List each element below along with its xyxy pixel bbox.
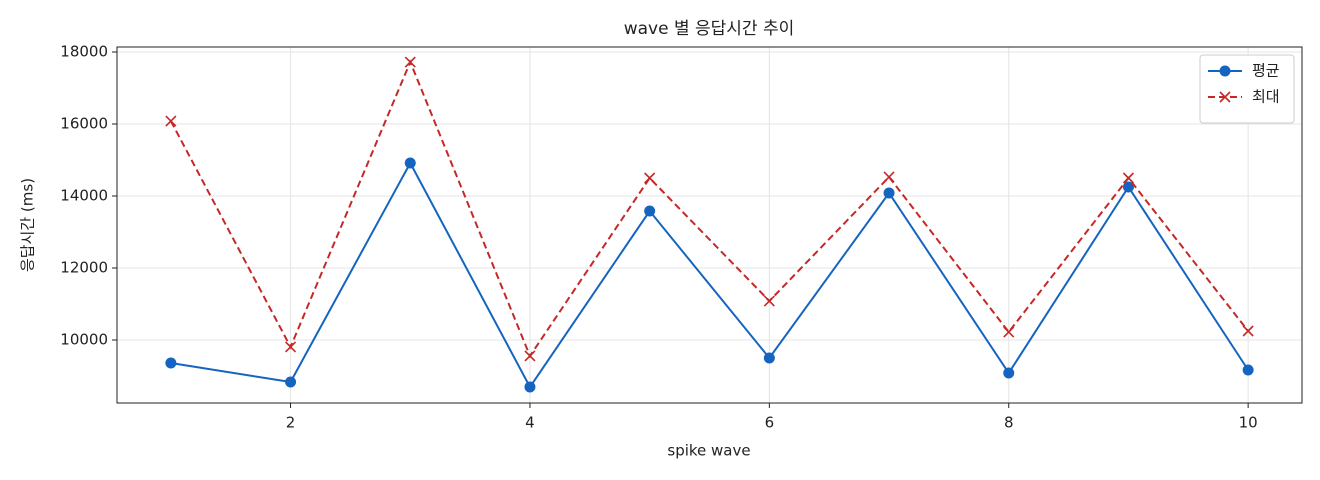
marker: [644, 172, 656, 184]
marker: [284, 341, 297, 353]
series-line: [169, 59, 1249, 359]
x-tick-label: 6: [765, 414, 775, 432]
y-tick-label: 18000: [60, 43, 108, 61]
x-tick-label: 2: [286, 414, 296, 432]
marker: [883, 187, 895, 199]
x-tick-label: 4: [525, 414, 535, 432]
legend-label: 최대: [1252, 88, 1280, 106]
y-tick-label: 10000: [60, 331, 108, 349]
marker: [1122, 181, 1134, 193]
marker: [404, 56, 416, 68]
marker: [763, 295, 775, 307]
legend-marker: [1219, 65, 1231, 77]
y-tick-label: 14000: [60, 187, 108, 205]
y-tick-label: 12000: [60, 259, 108, 277]
marker: [524, 381, 536, 393]
x-axis-label: spike wave: [667, 442, 750, 460]
marker: [1122, 172, 1135, 184]
marker: [1003, 326, 1015, 338]
marker: [1003, 367, 1015, 379]
marker: [1242, 364, 1254, 376]
marker: [883, 171, 895, 183]
legend-marker: [1219, 91, 1231, 103]
y-axis-label: 응답시간 (ms): [19, 178, 37, 272]
marker: [1242, 325, 1254, 337]
marker: [524, 350, 536, 362]
marker: [763, 352, 775, 364]
series-line: [170, 160, 1249, 389]
y-tick-label: 16000: [60, 115, 108, 133]
marker: [165, 357, 177, 369]
legend-box: [1199, 54, 1295, 124]
plot-frame: [116, 46, 1303, 404]
marker: [404, 157, 416, 169]
x-tick-label: 8: [1004, 414, 1014, 432]
marker: [285, 376, 297, 388]
chart-title: wave 별 응답시간 추이: [624, 19, 795, 39]
legend-label: 평균: [1252, 62, 1280, 80]
x-tick-label: 10: [1239, 414, 1258, 432]
marker: [644, 205, 656, 217]
marker: [165, 115, 177, 127]
